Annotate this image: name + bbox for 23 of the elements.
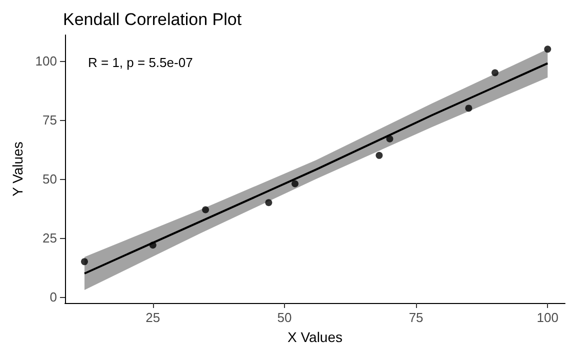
x-tick-label: 75 [408,310,424,325]
point [492,69,498,76]
point [544,46,552,53]
point [149,242,156,249]
x-tick-label: 50 [277,310,292,325]
y-tick-label: 0 [50,290,57,305]
y-tick-label: 100 [35,53,57,68]
point [386,135,394,142]
y-axis-title: Y Values [9,142,26,196]
point [376,152,383,159]
chart-title: Kendall Correlation Plot [63,10,242,29]
point [292,180,298,188]
x-tick-label: 25 [146,310,160,325]
x-axis-title: X Values [288,329,342,345]
y-tick-label: 50 [42,172,57,187]
point [202,206,210,214]
y-tick-label: 25 [42,230,57,246]
annotation: R = 1, p = 5.5e-07 [88,55,193,70]
point [265,199,272,206]
y-tick-label: 75 [42,112,57,128]
point [465,104,472,112]
point [80,258,88,266]
x-tick-label: 100 [536,310,558,325]
